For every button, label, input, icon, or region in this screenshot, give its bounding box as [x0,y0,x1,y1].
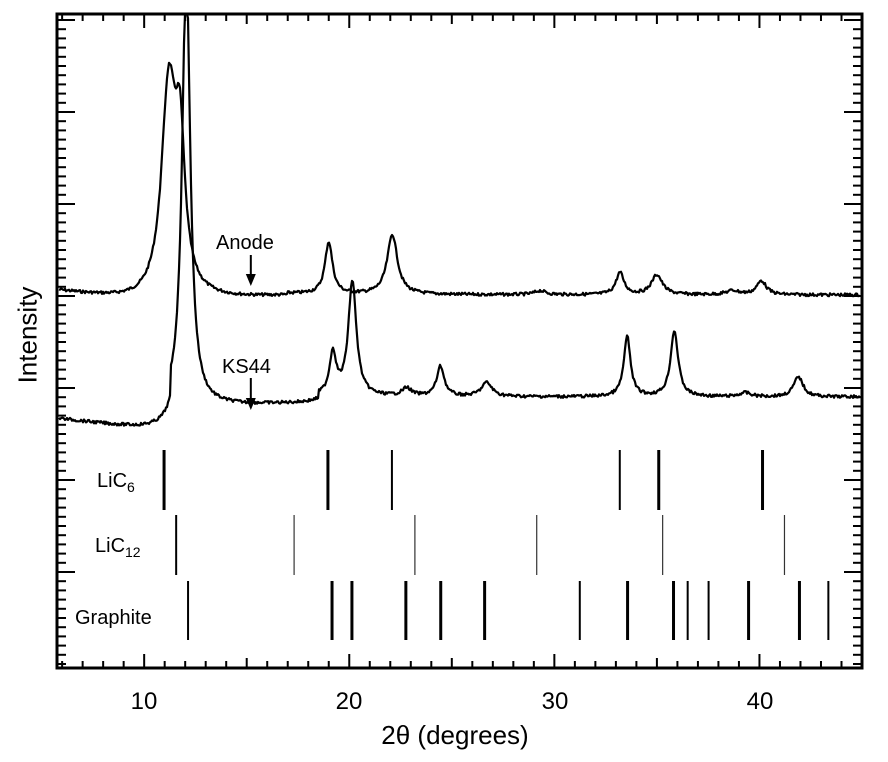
plot-border [55,12,864,670]
phase-label-lic12-sub: 12 [125,544,141,560]
label-arrows [245,255,256,410]
reference-lines [162,450,830,640]
phase-label-graphite: Graphite [75,607,152,629]
phase-label-lic6-sub: 6 [127,479,135,495]
arrow-anode-head [245,274,256,286]
x-tick-label-30: 30 [541,688,569,715]
y-axis-title: Intensity [12,286,43,384]
series-label-anode: Anode [216,232,274,254]
phase-label-lic6-main: LiC [97,470,128,492]
phase-label-lic12: LiC12 [95,535,141,560]
x-tick-label-40: 40 [746,688,774,715]
plot-frame [55,12,864,670]
x-tick-label-10: 10 [130,688,158,715]
phase-label-lic6: LiC6 [97,470,135,495]
diffraction-curves [58,12,861,427]
x-axis-title: 2θ (degrees) [381,720,529,750]
arrow-ks44-head [245,398,256,410]
axis-ticks [57,14,862,668]
curve-ks44 [58,12,861,427]
x-tick-label-20: 20 [335,688,363,715]
series-label-ks44: KS44 [222,356,271,378]
phase-label-lic12-main: LiC [95,535,126,557]
